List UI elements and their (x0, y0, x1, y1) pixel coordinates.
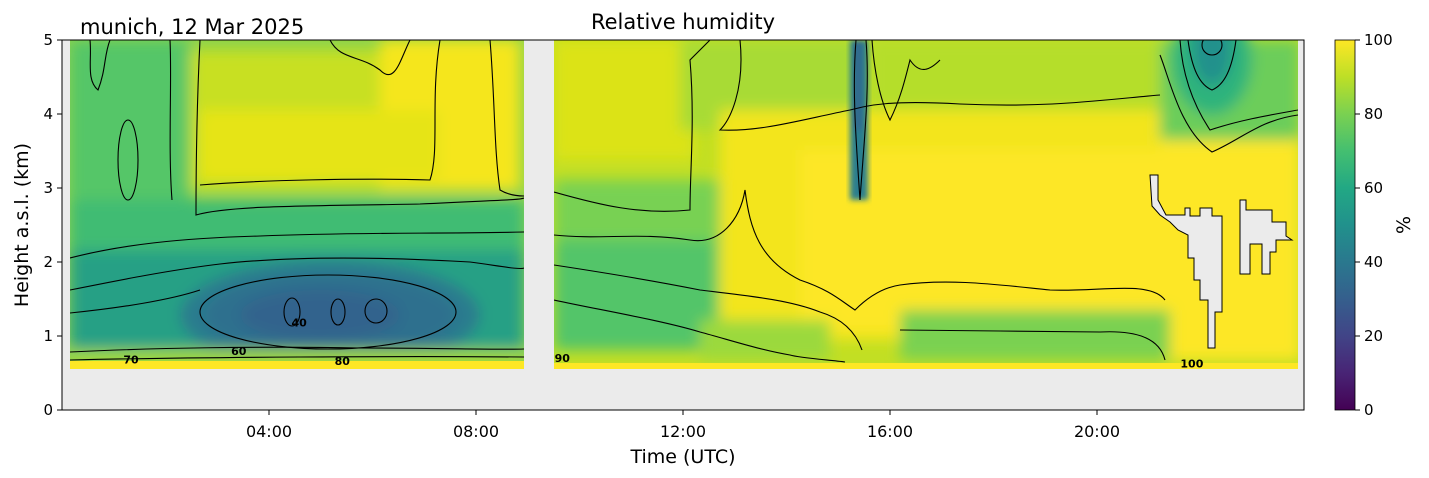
colorbar-tick-label: 40 (1364, 253, 1383, 271)
colorbar-tick-label: 60 (1364, 179, 1383, 197)
contour-label: 80 (335, 355, 351, 368)
missing-data-patch (1149, 174, 1223, 349)
colorbar-tick-label: 0 (1364, 401, 1374, 419)
x-tick-label: 08:00 (453, 422, 499, 441)
y-tick-label: 3 (43, 179, 53, 197)
y-tick-label: 2 (43, 253, 53, 271)
x-tick-label: 04:00 (246, 422, 292, 441)
y-tick-label: 0 (43, 401, 53, 419)
data-field-segment-1 (70, 40, 524, 369)
contour-labels: 70 60 40 80 90 100 (123, 317, 1203, 371)
contour-label: 100 (1180, 357, 1203, 370)
colorbar-tick-label: 100 (1364, 31, 1393, 49)
colorbar (1334, 39, 1356, 411)
y-tick-label: 5 (43, 31, 53, 49)
colorbar-label: % (1393, 216, 1415, 234)
y-axis-label: Height a.s.l. (km) (11, 143, 33, 307)
chart-title: Relative humidity (591, 10, 775, 34)
x-axis: 04:00 08:00 12:00 16:00 20:00 (246, 410, 1120, 441)
contour-label: 40 (292, 317, 308, 330)
x-tick-label: 12:00 (660, 422, 706, 441)
contour-label: 90 (555, 352, 571, 365)
x-tick-label: 16:00 (867, 422, 913, 441)
colorbar-tick-label: 20 (1364, 327, 1383, 345)
y-axis: 0 1 2 3 4 5 (43, 31, 62, 419)
x-tick-label: 20:00 (1074, 422, 1120, 441)
chart-subtitle: munich, 12 Mar 2025 (80, 15, 304, 39)
colorbar-tick-label: 80 (1364, 105, 1383, 123)
y-tick-label: 1 (43, 327, 53, 345)
contour-label: 70 (123, 354, 139, 367)
missing-data-patch-2 (1239, 199, 1294, 275)
colorbar-ticks: 0 20 40 60 80 100 (1355, 31, 1393, 419)
x-axis-label: Time (UTC) (629, 446, 735, 468)
y-tick-label: 4 (43, 105, 53, 123)
contour-lines (70, 40, 1298, 363)
contour-label: 60 (231, 345, 247, 358)
data-field-segment-2 (554, 40, 1298, 369)
